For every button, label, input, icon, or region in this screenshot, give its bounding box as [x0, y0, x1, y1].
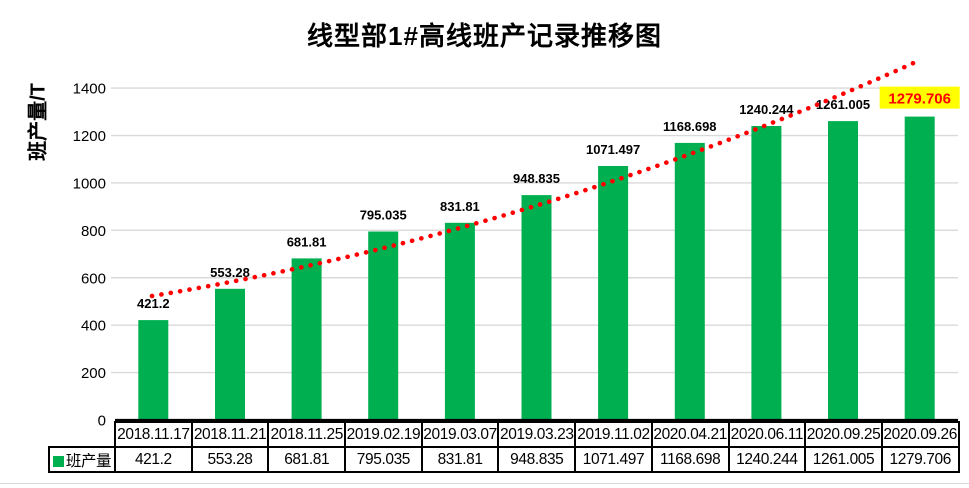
value-cell: 1071.497	[574, 446, 653, 473]
y-tick-label: 1200	[73, 128, 106, 145]
bar-value-label: 421.2	[137, 296, 170, 311]
bar-value-label: 831.81	[440, 199, 480, 214]
date-cell: 2018.11.21	[190, 421, 270, 448]
value-cell: 1261.005	[804, 446, 883, 473]
bottom-edge-line	[0, 483, 969, 484]
bar	[828, 121, 858, 420]
bar	[674, 142, 705, 420]
value-cell: 681.81	[267, 446, 347, 473]
bar	[444, 222, 475, 420]
highlight-label-background	[879, 86, 960, 109]
bar-value-label: 681.81	[287, 234, 327, 249]
bar	[215, 288, 245, 420]
bar-value-label: 553.28	[210, 265, 250, 280]
date-cell: 2020.09.26	[880, 421, 960, 448]
bar-value-label: 1261.005	[816, 97, 870, 112]
date-cell: 2020.09.25	[804, 421, 883, 448]
value-cell: 831.81	[420, 446, 500, 473]
legend-label: 班产量	[65, 452, 112, 470]
bar	[368, 231, 399, 420]
bar	[291, 258, 322, 420]
chart-title: 线型部1#高线班产记录推移图	[307, 21, 662, 51]
bar	[904, 116, 935, 420]
bar	[521, 195, 552, 420]
date-cell: 2018.11.17	[114, 421, 193, 448]
bar-value-label: 1240.244	[739, 102, 794, 117]
bar	[138, 320, 169, 420]
y-tick-label: 400	[81, 318, 106, 335]
date-cell: 2020.06.11	[727, 421, 807, 448]
bar-value-label-highlighted: 1279.706	[888, 91, 951, 108]
bar	[598, 166, 629, 420]
value-cell: 1168.698	[650, 446, 730, 473]
date-cell: 2018.11.25	[267, 421, 347, 448]
bar-value-label: 1168.698	[663, 119, 717, 134]
bar-value-label: 1071.497	[586, 142, 640, 157]
bar-value-label: 948.835	[513, 171, 560, 186]
value-cell: 1279.706	[880, 446, 960, 473]
y-tick-label: 800	[81, 223, 106, 240]
value-cell: 948.835	[497, 446, 577, 473]
table-corner-cell	[49, 422, 115, 447]
bar	[751, 126, 782, 420]
date-cell: 2019.03.07	[420, 421, 500, 448]
bar-value-label: 795.035	[360, 208, 407, 223]
date-cell: 2019.03.23	[497, 421, 577, 448]
legend-cell: 班产量	[48, 446, 116, 473]
value-cell: 421.2	[114, 446, 193, 473]
y-tick-label: 200	[81, 365, 106, 382]
trendline	[149, 58, 921, 299]
y-tick-label: 600	[81, 270, 106, 287]
data-table: 2018.11.17 2018.11.21 2018.11.25 2019.02.19…	[48, 421, 960, 473]
date-cell: 2019.02.19	[344, 421, 423, 448]
legend-swatch-icon	[52, 455, 64, 467]
date-cell: 2019.11.02	[574, 421, 653, 448]
value-cell: 795.035	[344, 446, 423, 473]
date-cell: 2020.04.21	[650, 421, 730, 448]
value-cell: 553.28	[190, 446, 270, 473]
value-cell: 1240.244	[727, 446, 807, 473]
y-tick-label: 1400	[73, 81, 106, 98]
y-tick-label: 1000	[73, 175, 106, 192]
y-tick-label: 0	[98, 413, 106, 430]
